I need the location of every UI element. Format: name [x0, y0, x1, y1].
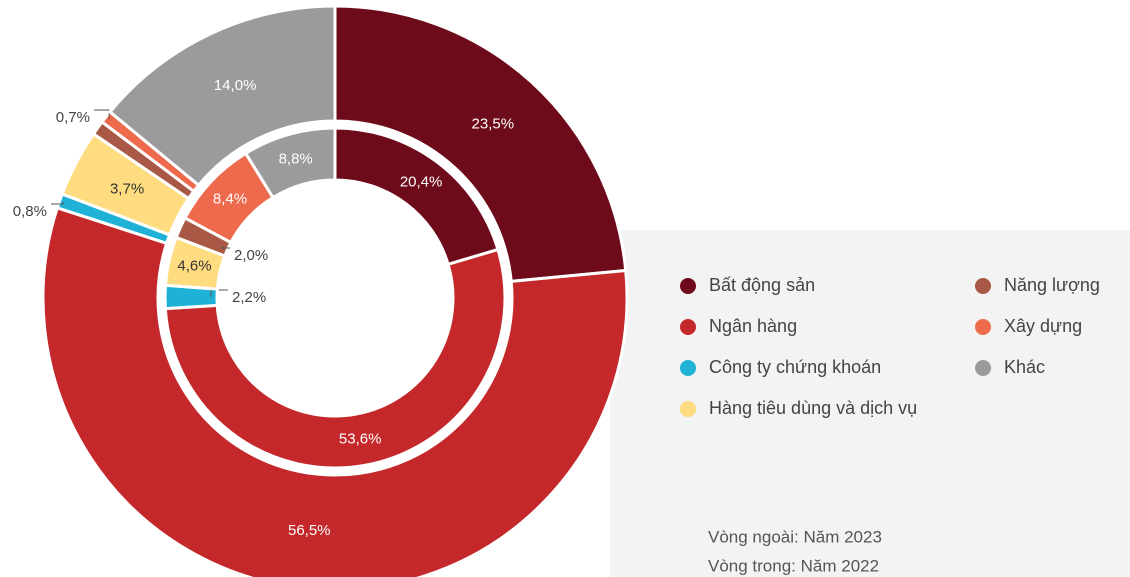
legend-label: Ngân hàng [709, 316, 797, 336]
callout-line [51, 202, 64, 205]
slice [107, 4, 337, 188]
legend-swatch [680, 360, 696, 376]
slice-label: 4,6% [177, 258, 211, 275]
slice [163, 247, 507, 470]
slice-label: 0,7% [56, 109, 90, 126]
slice-label: 20,4% [400, 174, 443, 191]
legend-label: Khác [1004, 357, 1045, 377]
slice [41, 205, 629, 577]
slice-label: 0,8% [13, 203, 47, 220]
slice-label: 14,0% [214, 77, 257, 94]
legend-label: Công ty chứng khoán [709, 357, 881, 377]
legend-panel [610, 230, 1130, 577]
outer-ring-note: Vòng ngoài: Năm 2023 [708, 527, 882, 546]
callout-line [94, 109, 110, 120]
legend-swatch [975, 319, 991, 335]
legend-label: Năng lượng [1004, 275, 1100, 295]
slice-label: 3,7% [110, 181, 144, 198]
legend-swatch [975, 360, 991, 376]
slice-label: 8,8% [279, 150, 313, 167]
legend-swatch [680, 278, 696, 294]
legend-swatch [975, 278, 991, 294]
slice [243, 126, 337, 200]
slice-label: 23,5% [472, 116, 515, 133]
legend-swatch [680, 319, 696, 335]
slice-label: 8,4% [213, 190, 247, 207]
legend-label: Xây dựng [1004, 316, 1082, 336]
slice-label: 56,5% [288, 522, 331, 539]
callout-line [221, 246, 230, 249]
slice-label: 2,0% [234, 247, 268, 264]
legend-label: Bất động sản [709, 275, 815, 295]
inner-ring-note: Vòng trong: Năm 2022 [708, 556, 879, 575]
legend-swatch [680, 401, 696, 417]
slice [333, 4, 628, 283]
slice-label: 53,6% [339, 431, 382, 448]
legend-label: Hàng tiêu dùng và dịch vụ [709, 398, 917, 418]
slice-label: 2,2% [232, 289, 266, 306]
